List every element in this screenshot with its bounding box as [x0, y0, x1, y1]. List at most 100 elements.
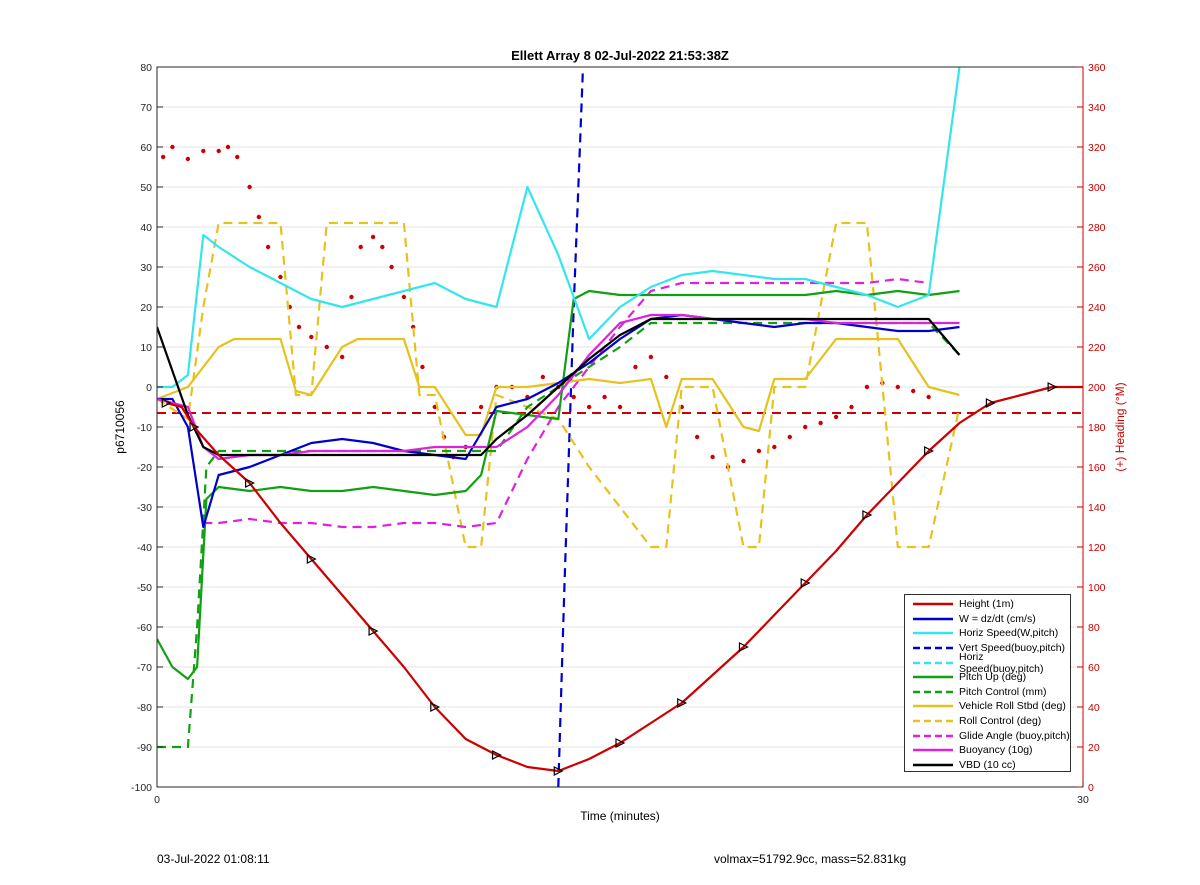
height-marker: [189, 422, 200, 432]
height-marker: [738, 642, 749, 652]
y-tick-label: -30: [137, 502, 152, 514]
heading-point: [803, 424, 808, 430]
legend-label: Height (1m): [959, 598, 1014, 611]
heading-point: [401, 294, 407, 300]
heading-point: [818, 420, 823, 426]
heading-point: [216, 148, 221, 154]
legend-label: Pitch Control (mm): [959, 685, 1047, 698]
height-marker: [924, 446, 935, 456]
legend-swatch: [913, 676, 953, 679]
y-tick-label: 0: [146, 382, 152, 394]
heading-point: [926, 394, 931, 400]
legend-label: Pitch Up (deg): [959, 671, 1027, 684]
height-marker: [161, 398, 172, 408]
y2-tick-label: 280: [1088, 222, 1106, 234]
chart-title: Ellett Array 8 02-Jul-2022 21:53:38Z: [511, 48, 729, 63]
legend-label: Buoyancy (10g): [959, 744, 1033, 757]
legend-label: W = dz/dt (cm/s): [959, 612, 1036, 625]
series-line-w-dz-dt-cm-s: [157, 313, 960, 529]
heading-point: [617, 404, 623, 410]
heading-point: [478, 404, 484, 410]
heading-point: [833, 414, 839, 420]
y2-tick-label: 240: [1088, 302, 1106, 314]
y2-tick-label: 340: [1088, 102, 1106, 114]
y-tick-label: -50: [137, 582, 152, 594]
heading-point: [648, 354, 654, 360]
series-line-vbd-10-cc: [157, 317, 961, 457]
x-tick-label: 30: [1077, 794, 1089, 806]
height-marker: [800, 578, 811, 588]
height-marker: [491, 750, 502, 760]
legend-label: VBD (10 cc): [959, 758, 1016, 771]
y-axis-label: p6710056: [113, 400, 127, 454]
legend-swatch: [913, 705, 953, 708]
y-tick-label: -40: [137, 542, 152, 554]
heading-point: [710, 454, 715, 460]
legend: Height (1m) W = dz/dt (cm/s) Horiz Speed(W…: [904, 594, 1071, 772]
y2-tick-label: 260: [1088, 262, 1106, 274]
y2-tick-label: 100: [1088, 582, 1106, 594]
legend-entry: Height (1m): [905, 597, 1070, 612]
x-tick-label: 0: [154, 794, 160, 806]
legend-entry: Glide Angle (buoy,pitch): [905, 728, 1070, 743]
series-line-height-1m: [166, 385, 1083, 773]
heading-point: [265, 244, 271, 250]
y2-tick-label: 0: [1088, 782, 1094, 794]
legend-entry: VBD (10 cc): [905, 758, 1070, 773]
y-tick-label: 80: [140, 62, 152, 74]
heading-point: [756, 448, 762, 454]
series-line-glide-angle-buoy-pitch: [203, 277, 929, 529]
legend-entry: Pitch Up (deg): [905, 670, 1070, 685]
height-marker: [677, 698, 688, 708]
heading-point: [602, 394, 607, 400]
legend-label: Vehicle Roll Stbd (deg): [959, 700, 1066, 713]
y2-tick-label: 80: [1088, 622, 1100, 634]
y2-tick-label: 360: [1088, 62, 1106, 74]
y2-tick-label: 120: [1088, 542, 1106, 554]
heading-point: [772, 444, 777, 450]
y-tick-label: -80: [137, 702, 152, 714]
right-axis-label: (+) Heading (°M): [1113, 382, 1127, 471]
legend-entry: Vert Speed(buoy,pitch): [905, 641, 1070, 656]
heading-point: [160, 154, 166, 160]
y2-tick-label: 180: [1088, 422, 1106, 434]
heading-point: [170, 144, 175, 150]
heading-point: [380, 244, 385, 250]
legend-entry: Horiz Speed(W,pitch): [905, 626, 1070, 641]
heading-point: [633, 364, 638, 370]
y-tick-label: 20: [140, 302, 152, 314]
heading-point: [694, 434, 700, 440]
y2-tick-label: 200: [1088, 382, 1106, 394]
heading-point: [389, 264, 394, 270]
legend-swatch: [913, 763, 953, 767]
y2-tick-label: 40: [1088, 702, 1100, 714]
heading-point: [895, 384, 900, 390]
y-tick-label: 50: [140, 182, 152, 194]
legend-entry: Roll Control (deg): [905, 714, 1070, 729]
heading-point: [247, 184, 252, 190]
legend-swatch: [913, 603, 953, 606]
y-tick-label: -90: [137, 742, 152, 754]
height-marker: [615, 738, 626, 748]
series-layer: [157, 67, 1083, 787]
height-marker: [985, 398, 996, 408]
legend-swatch: [913, 661, 953, 664]
heading-point: [420, 364, 425, 370]
legend-label: Horiz Speed(W,pitch): [959, 627, 1059, 640]
y-tick-label: -100: [131, 782, 152, 794]
legend-swatch: [913, 646, 953, 650]
heading-point: [849, 404, 854, 410]
legend-entry: Buoyancy (10g): [905, 743, 1070, 758]
legend-label: Horiz Speed(buoy,pitch): [959, 650, 1044, 675]
y-tick-label: -70: [137, 662, 152, 674]
y2-tick-label: 140: [1088, 502, 1106, 514]
series-line-vehicle-roll-stbd-deg: [157, 337, 960, 437]
heading-point: [340, 354, 345, 360]
heading-point: [586, 404, 592, 410]
y2-tick-label: 300: [1088, 182, 1106, 194]
legend-entry: W = dz/dt (cm/s): [905, 612, 1070, 627]
legend-entry: Vehicle Roll Stbd (deg): [905, 699, 1070, 714]
heading-point: [571, 394, 576, 400]
heading-point: [296, 324, 302, 330]
height-marker: [862, 510, 873, 520]
